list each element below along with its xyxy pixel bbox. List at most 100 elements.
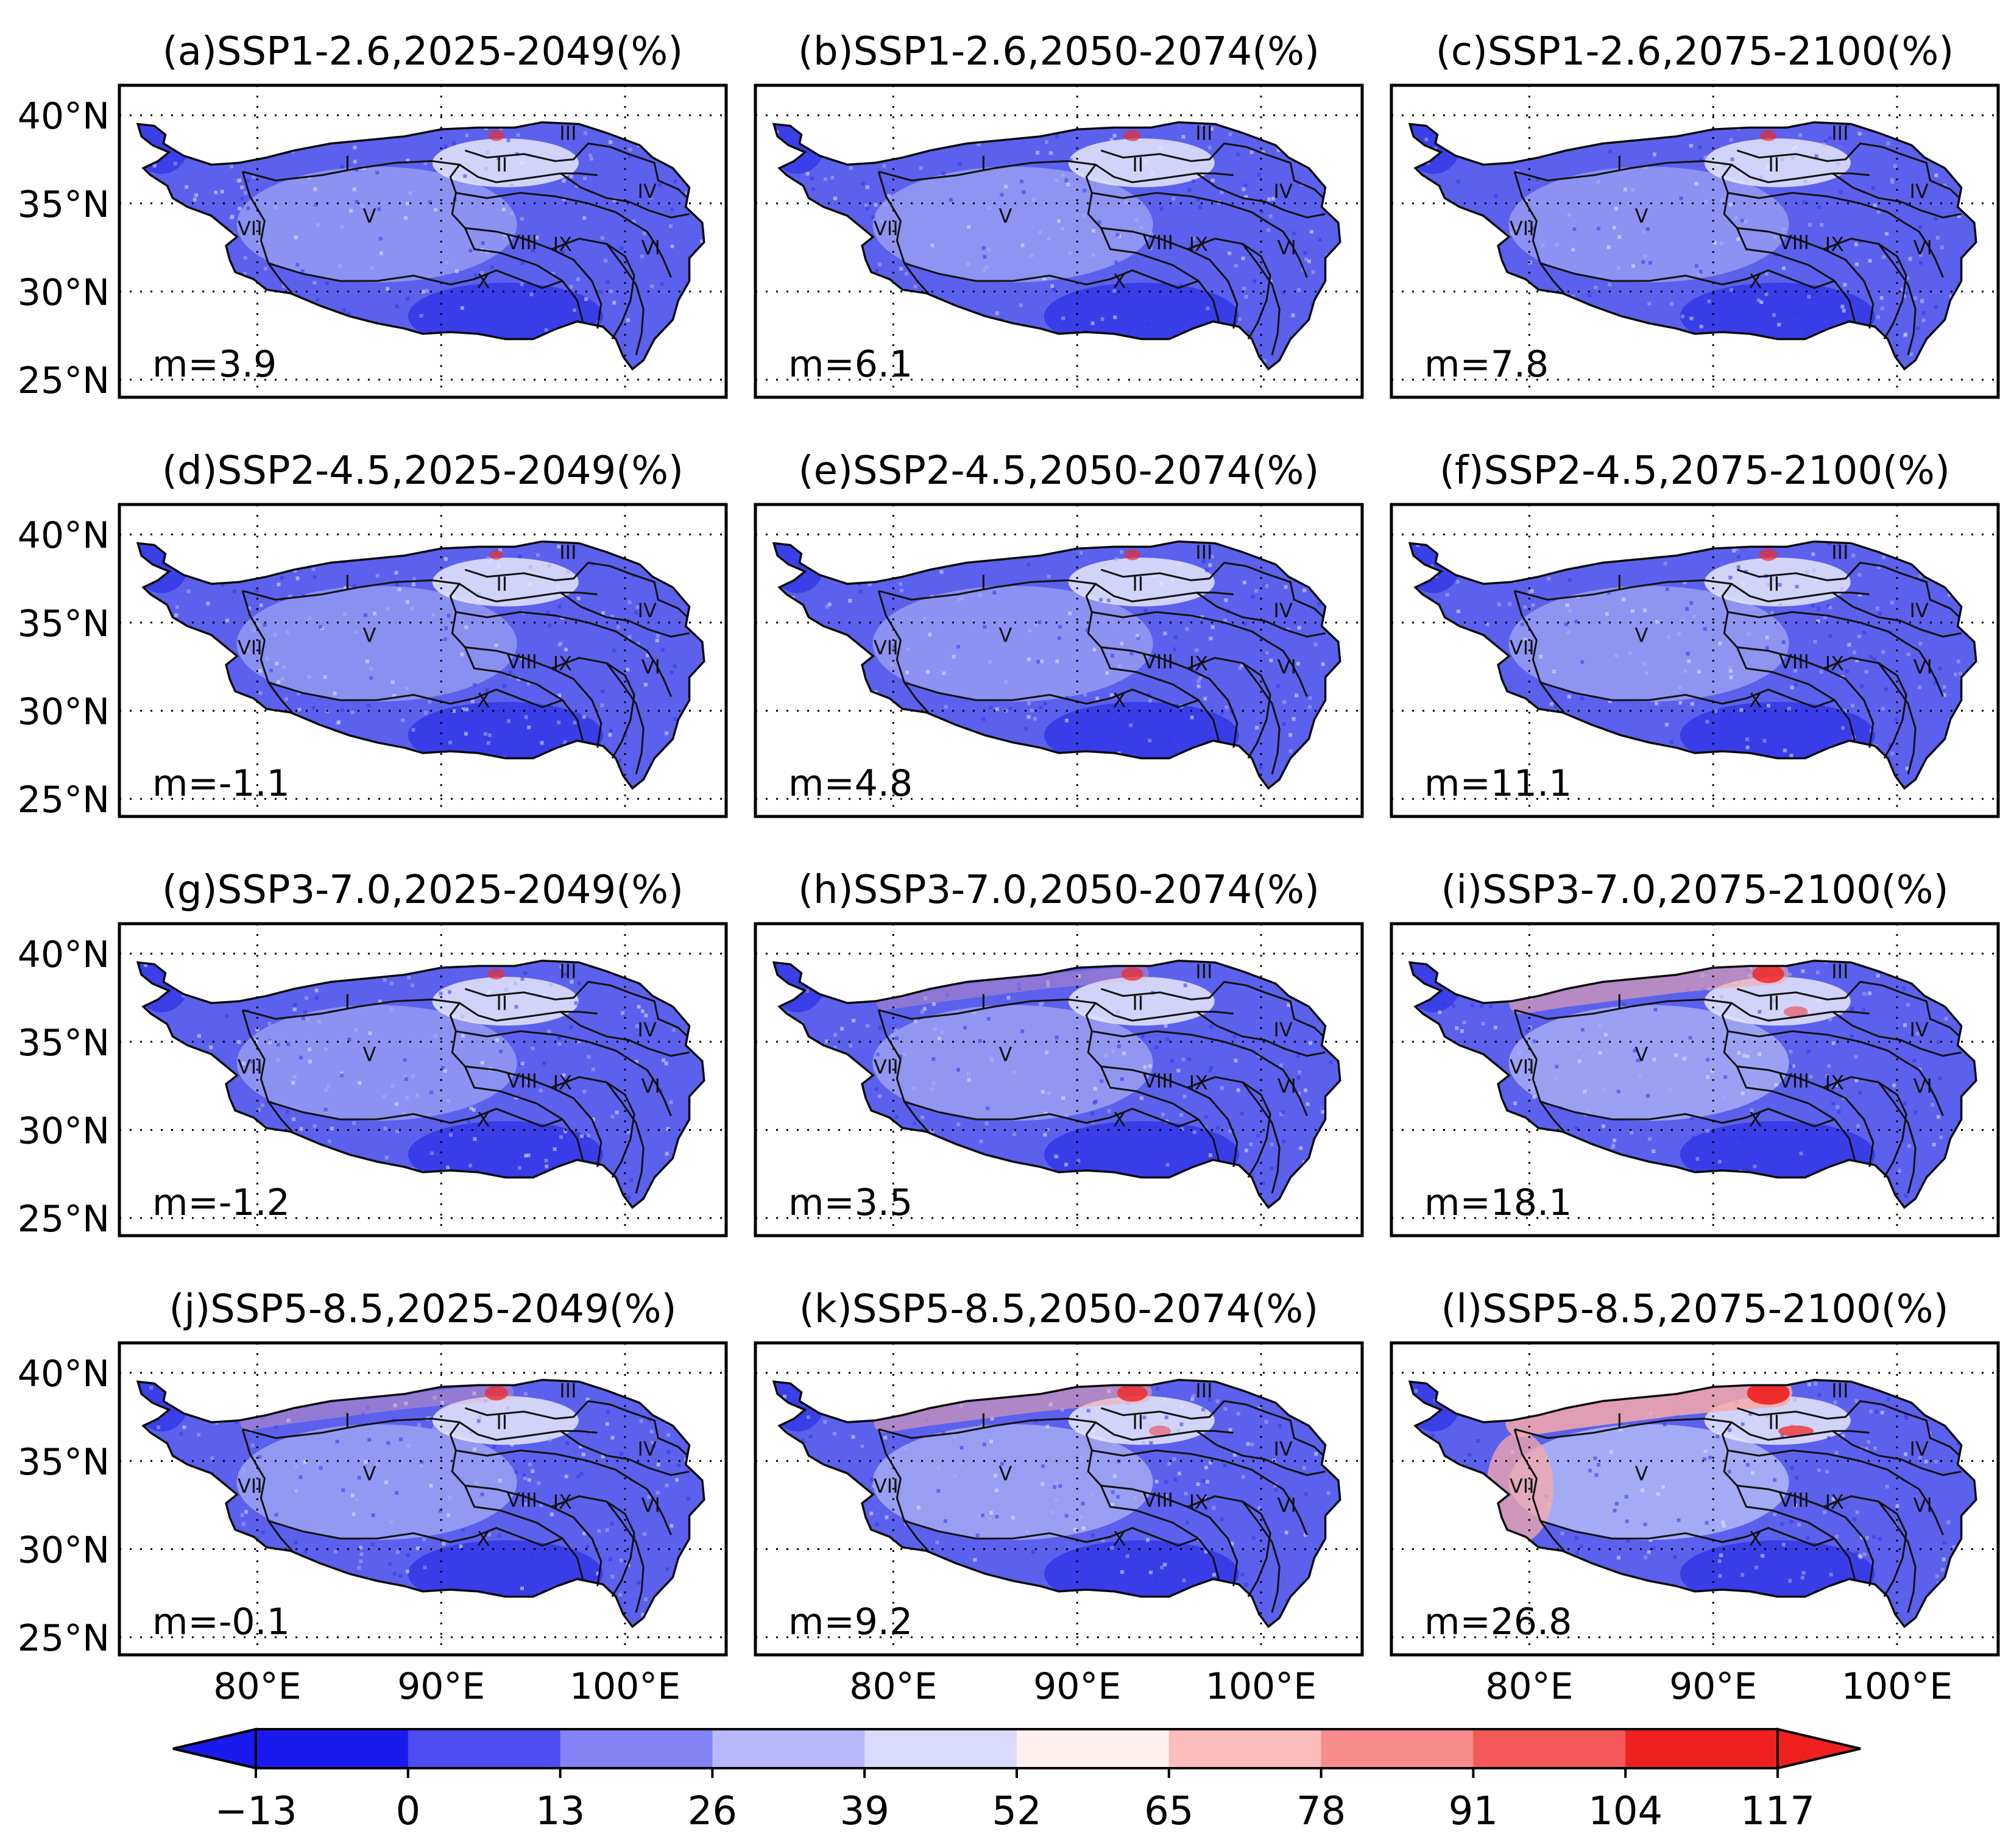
field-cell bbox=[1913, 296, 1918, 300]
field-cell bbox=[1805, 570, 1809, 575]
field-cell bbox=[325, 281, 329, 286]
field-cell bbox=[1455, 579, 1460, 584]
region-border bbox=[1100, 1066, 1220, 1160]
field-cell bbox=[1038, 230, 1042, 235]
field-cell bbox=[260, 1103, 264, 1107]
field-cell bbox=[1691, 1135, 1695, 1139]
field-cell bbox=[1889, 630, 1893, 634]
field-cell bbox=[1094, 1100, 1098, 1103]
field-cell bbox=[351, 1493, 355, 1498]
field-cell bbox=[1055, 178, 1059, 182]
region-label: VIII bbox=[1779, 1489, 1809, 1512]
field-cell bbox=[415, 1546, 420, 1550]
field-cell bbox=[1014, 1460, 1019, 1465]
field-cell bbox=[871, 215, 875, 219]
field-cell bbox=[1934, 216, 1938, 221]
field-cell bbox=[1164, 1494, 1168, 1498]
field-cell bbox=[597, 1529, 601, 1533]
field-cell bbox=[1822, 142, 1826, 146]
field-cell bbox=[345, 1411, 349, 1415]
field-cell bbox=[960, 597, 964, 600]
field-cell bbox=[685, 191, 689, 195]
field-cell bbox=[658, 183, 662, 187]
field-cell bbox=[1008, 706, 1012, 710]
field-cell bbox=[1099, 587, 1103, 592]
field-cell bbox=[1698, 145, 1702, 149]
region-label: I bbox=[345, 1409, 350, 1432]
mean-value: m=26.8 bbox=[1424, 1601, 1572, 1643]
field-cell bbox=[671, 1028, 676, 1032]
field-cell bbox=[819, 994, 824, 998]
field-cell bbox=[1038, 1002, 1042, 1007]
field-cell bbox=[1149, 1570, 1153, 1574]
field-cell bbox=[405, 600, 409, 604]
field-cell bbox=[299, 1127, 303, 1131]
region-label: IX bbox=[1189, 233, 1208, 256]
field-cell bbox=[576, 1039, 581, 1044]
region-label: X bbox=[1113, 1108, 1126, 1131]
field-cell bbox=[240, 1513, 244, 1517]
field-cell bbox=[353, 160, 357, 164]
field-cell bbox=[1156, 1387, 1160, 1391]
field-cell bbox=[1682, 1057, 1686, 1061]
region-label: I bbox=[981, 152, 986, 175]
field-cell bbox=[1045, 1425, 1050, 1429]
field-cell bbox=[1560, 1451, 1564, 1456]
field-cell bbox=[1027, 701, 1031, 706]
field-cell bbox=[412, 582, 415, 586]
region-border bbox=[1823, 1495, 1907, 1598]
field-cell bbox=[1625, 1519, 1629, 1523]
field-cell bbox=[1734, 216, 1738, 220]
field-cell bbox=[359, 1552, 364, 1556]
field-cell bbox=[1251, 1536, 1256, 1540]
field-cell bbox=[254, 1039, 258, 1043]
field-cell bbox=[1163, 631, 1167, 635]
field-cell bbox=[1603, 1033, 1608, 1037]
field-cell bbox=[313, 1124, 317, 1128]
field-cell bbox=[1168, 738, 1171, 742]
field-cell bbox=[1061, 173, 1065, 177]
field-cell bbox=[1064, 1513, 1069, 1518]
field-cell bbox=[1913, 1110, 1918, 1114]
field-cell bbox=[1773, 999, 1777, 1003]
field-cell bbox=[557, 1042, 562, 1046]
field-cell bbox=[1264, 1420, 1268, 1424]
field-cell bbox=[1647, 1550, 1651, 1554]
map-panel: (b)SSP1-2.6,2050-2074(%)I IIIIIIVVVIVIIVI… bbox=[754, 29, 1364, 399]
plateau-outline bbox=[1408, 1378, 1977, 1629]
field-cell bbox=[1674, 1053, 1678, 1057]
field-cell bbox=[1082, 213, 1086, 218]
field-cell bbox=[487, 989, 491, 994]
field-cell bbox=[986, 1017, 991, 1021]
field-cell bbox=[1025, 1529, 1030, 1534]
field-cell bbox=[1843, 709, 1847, 713]
field-cell bbox=[551, 272, 555, 275]
field-cell bbox=[1690, 1116, 1694, 1120]
field-cell bbox=[1681, 1426, 1686, 1431]
region-label: II bbox=[496, 1411, 507, 1434]
region-border bbox=[904, 1100, 1199, 1128]
field-cell bbox=[1789, 1049, 1793, 1053]
field-cell bbox=[452, 709, 456, 713]
field-cell bbox=[1228, 1129, 1232, 1133]
field-cell bbox=[1580, 1028, 1585, 1032]
field-cell bbox=[953, 1434, 957, 1439]
region-boundaries bbox=[1513, 980, 1962, 1194]
field-cell bbox=[601, 1454, 605, 1459]
region-label: III bbox=[559, 1379, 576, 1403]
field-cell bbox=[1209, 636, 1213, 640]
field-cell bbox=[1284, 1531, 1288, 1535]
field-cell bbox=[1777, 322, 1781, 327]
field-cell bbox=[1906, 1002, 1910, 1007]
region-boundaries bbox=[1513, 1400, 1962, 1613]
field-cell bbox=[875, 1522, 879, 1526]
field-cell bbox=[956, 1067, 961, 1072]
field-cell bbox=[520, 1586, 524, 1590]
field-cell bbox=[939, 570, 944, 574]
qaidam-light-region bbox=[1704, 977, 1851, 1026]
field-cell bbox=[1850, 1007, 1854, 1011]
field-cell bbox=[882, 1485, 886, 1489]
field-cell bbox=[945, 993, 950, 997]
field-cell bbox=[1739, 708, 1744, 712]
field-cell bbox=[1880, 1411, 1884, 1415]
